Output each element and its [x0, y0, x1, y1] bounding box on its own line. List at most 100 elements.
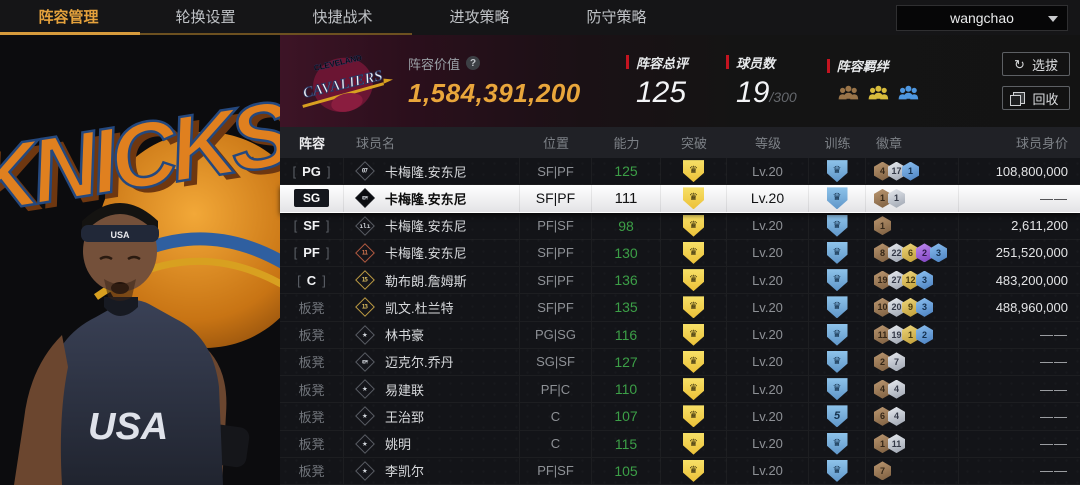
badge-silver: 27 [888, 270, 905, 290]
player-position: PF|SF [537, 463, 574, 479]
table-row[interactable]: 板凳 ★ 姚明 C 115 ♛ Lv.20 ♛ 1 11 —— [280, 430, 1080, 458]
training-badge: ♛ [826, 432, 848, 455]
stat-label: 球员数 [736, 55, 776, 71]
red-bar [626, 55, 629, 69]
player-ability: 125 [614, 163, 638, 180]
slot-badge: 板凳 [298, 382, 325, 398]
badge-list: 10 20 9 3 [866, 294, 959, 321]
badge-blue: 3 [916, 297, 933, 317]
nav-tabs: 阵容管理 轮换设置 快捷战术 进攻策略 防守策略 [0, 0, 1080, 35]
badge-list: 7 [866, 457, 959, 484]
table-row[interactable]: 板凳 13 凯文.杜兰特 SF|PF 135 ♛ Lv.20 ♛ 10 20 9 3 … [280, 294, 1080, 322]
player-name: 林书豪 [385, 328, 425, 344]
player-name: 姚明 [385, 437, 412, 453]
badge-gold: 9 [902, 297, 919, 317]
table-row[interactable]: 板凳 ★ 李凯尔 PF|SF 105 ♛ Lv.20 ♛ 7 —— [280, 457, 1080, 485]
player-level: Lv.20 [750, 190, 785, 207]
user-dropdown[interactable]: wangchao [896, 5, 1068, 31]
nav-tab[interactable]: 防守策略 [586, 9, 647, 26]
breakthrough-crown-badge: ♛ [683, 269, 704, 292]
player-level: Lv.20 [752, 354, 783, 370]
badge-purple: 2 [916, 243, 933, 263]
player-position: SF|PF [537, 299, 574, 315]
badge-silver: 19 [888, 325, 905, 345]
refresh-icon: ↻ [1014, 56, 1025, 72]
slot-badge: C [297, 273, 326, 288]
player-ability: 127 [614, 353, 638, 370]
player-name: 卡梅隆.安东尼 [385, 191, 467, 207]
lineup-header: CLEVELAND CAVALIERS 阵容价值 ? 1,584,391,200… [280, 35, 1080, 127]
badge-gold: 1 [902, 325, 919, 345]
breakthrough-crown-badge: ♛ [683, 160, 704, 183]
nav-underline [140, 33, 412, 35]
badge-bronze: 19 [874, 270, 891, 290]
col-price: 球员身价 [1015, 136, 1068, 151]
badge-bronze: 8 [874, 243, 891, 263]
number-gold-icon: 15 [355, 270, 375, 291]
number-gray-icon: 07 [355, 161, 375, 182]
player-price: —— [1040, 190, 1068, 206]
player-price: —— [1040, 327, 1068, 343]
badge-bronze: 10 [874, 297, 891, 317]
col-player-name: 球员名 [356, 136, 396, 151]
training-badge: ♛ [826, 350, 848, 373]
player-position: C [550, 436, 561, 452]
bond-group-bronze-icon [837, 85, 860, 106]
training-badge: ♛ [826, 269, 848, 292]
red-bar [826, 58, 830, 73]
table-row[interactable]: PF 11 卡梅隆.安东尼 SF|PF 130 ♛ Lv.20 ♛ 822623… [280, 239, 1080, 267]
player-position: PG|SG [535, 327, 576, 343]
player-name: 勒布朗.詹姆斯 [385, 273, 467, 289]
badge-list: 19 27 12 3 [866, 267, 959, 294]
player-level: Lv.20 [752, 299, 783, 315]
table-row[interactable]: SF ılı 卡梅隆.安东尼 PF|SF 98 ♛ Lv.20 ♛ 1 2,61… [280, 212, 1080, 240]
user-name: wangchao [950, 10, 1014, 26]
stat-bonds: 阵容羁绊 [826, 56, 920, 106]
nav-tab[interactable]: 进攻策略 [449, 9, 510, 26]
badge-list: 1 [866, 212, 959, 239]
player-ability: 135 [614, 299, 638, 316]
slot-badge: 板凳 [298, 328, 325, 344]
player-price: 108,800,000 [995, 163, 1068, 179]
bond-group-gold-icon [867, 85, 890, 106]
badge-silver: 11 [888, 434, 905, 454]
breakthrough-crown-badge: ♛ [683, 432, 704, 455]
team-logo: CLEVELAND CAVALIERS [301, 53, 393, 113]
badge-silver: 4 [888, 379, 905, 399]
stat-label: 阵容总评 [636, 55, 689, 71]
badge-silver: 22 [888, 243, 905, 263]
action-button[interactable]: ↻ 选拔 [1002, 52, 1070, 76]
player-artwork-panel: KNICKS KNICKS USA USA [0, 35, 321, 485]
nav-tab[interactable]: 阵容管理 [38, 9, 99, 26]
number-red-icon: 11 [355, 242, 375, 263]
col-breakthrough: 突破 [680, 136, 707, 151]
slot-badge: PF [294, 245, 330, 260]
nav-tab[interactable]: 快捷战术 [312, 9, 373, 26]
training-badge: ♛ [826, 459, 848, 482]
col-level: 等级 [754, 136, 781, 151]
bonds-icons [827, 85, 920, 106]
nav-tab[interactable]: 轮换设置 [175, 9, 236, 26]
training-badge: ♛ [826, 241, 848, 264]
red-bar [726, 55, 730, 69]
header-actions: ↻ 选拔 回收 [1002, 52, 1070, 110]
breakthrough-crown-badge: ♛ [683, 378, 704, 401]
training-badge: 5 [826, 405, 848, 428]
badge-bronze: 4 [874, 379, 891, 399]
help-icon[interactable]: ? [466, 56, 481, 70]
table-row[interactable]: C 15 勒布朗.詹姆斯 SF|PF 136 ♛ Lv.20 ♛ 1927123… [280, 267, 1080, 295]
table-row[interactable]: 板凳 ★ 林书豪 PG|SG 116 ♛ Lv.20 ♛ 11 19 1 2 —— [280, 321, 1080, 349]
star-icon: ★ [355, 460, 375, 481]
player-position: SF|PF [537, 272, 574, 288]
action-button[interactable]: 回收 [1002, 86, 1070, 110]
badge-silver: 17 [888, 161, 905, 181]
